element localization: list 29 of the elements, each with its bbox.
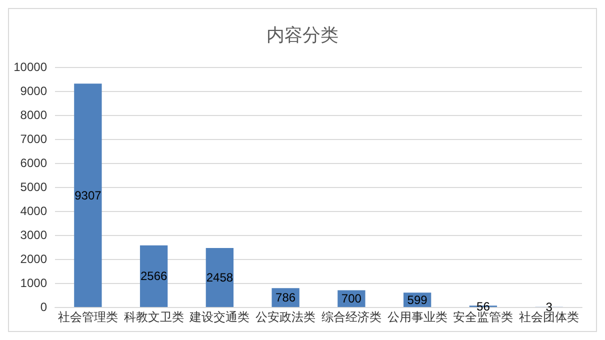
y-tick-label: 5000	[20, 180, 48, 194]
y-tick-label: 10000	[14, 60, 48, 74]
x-tick-label: 安全监管类	[453, 310, 514, 324]
y-tick-label: 3000	[20, 228, 48, 242]
data-label: 786	[276, 290, 296, 305]
data-label: 2566	[140, 269, 168, 284]
y-tick-label: 9000	[20, 84, 48, 98]
data-label: 599	[407, 292, 428, 307]
bar	[140, 245, 168, 307]
x-tick-label: 公用事业类	[387, 310, 448, 324]
bar	[74, 84, 102, 307]
y-tick-label: 8000	[20, 108, 48, 122]
y-tick-label: 4000	[20, 204, 48, 218]
data-label: 2458	[206, 270, 234, 285]
y-tick-label: 6000	[20, 156, 48, 170]
y-tick-label: 7000	[20, 132, 48, 146]
y-tick-label: 2000	[20, 252, 48, 266]
bar	[206, 248, 234, 307]
y-tick-label: 1000	[20, 276, 48, 290]
y-tick-label: 0	[40, 300, 48, 314]
chart-title: 内容分类	[266, 25, 338, 45]
x-tick-label: 社会团体类	[519, 310, 580, 324]
x-tick-label: 公安政法类	[256, 310, 316, 324]
data-label: 9307	[74, 188, 102, 202]
x-tick-label: 建设交通类	[188, 310, 250, 324]
data-label: 700	[341, 292, 362, 306]
x-tick-label: 综合经济类	[321, 310, 382, 324]
x-tick-label: 社会管理类	[58, 310, 118, 324]
x-tick-label: 科教文卫类	[124, 310, 184, 324]
